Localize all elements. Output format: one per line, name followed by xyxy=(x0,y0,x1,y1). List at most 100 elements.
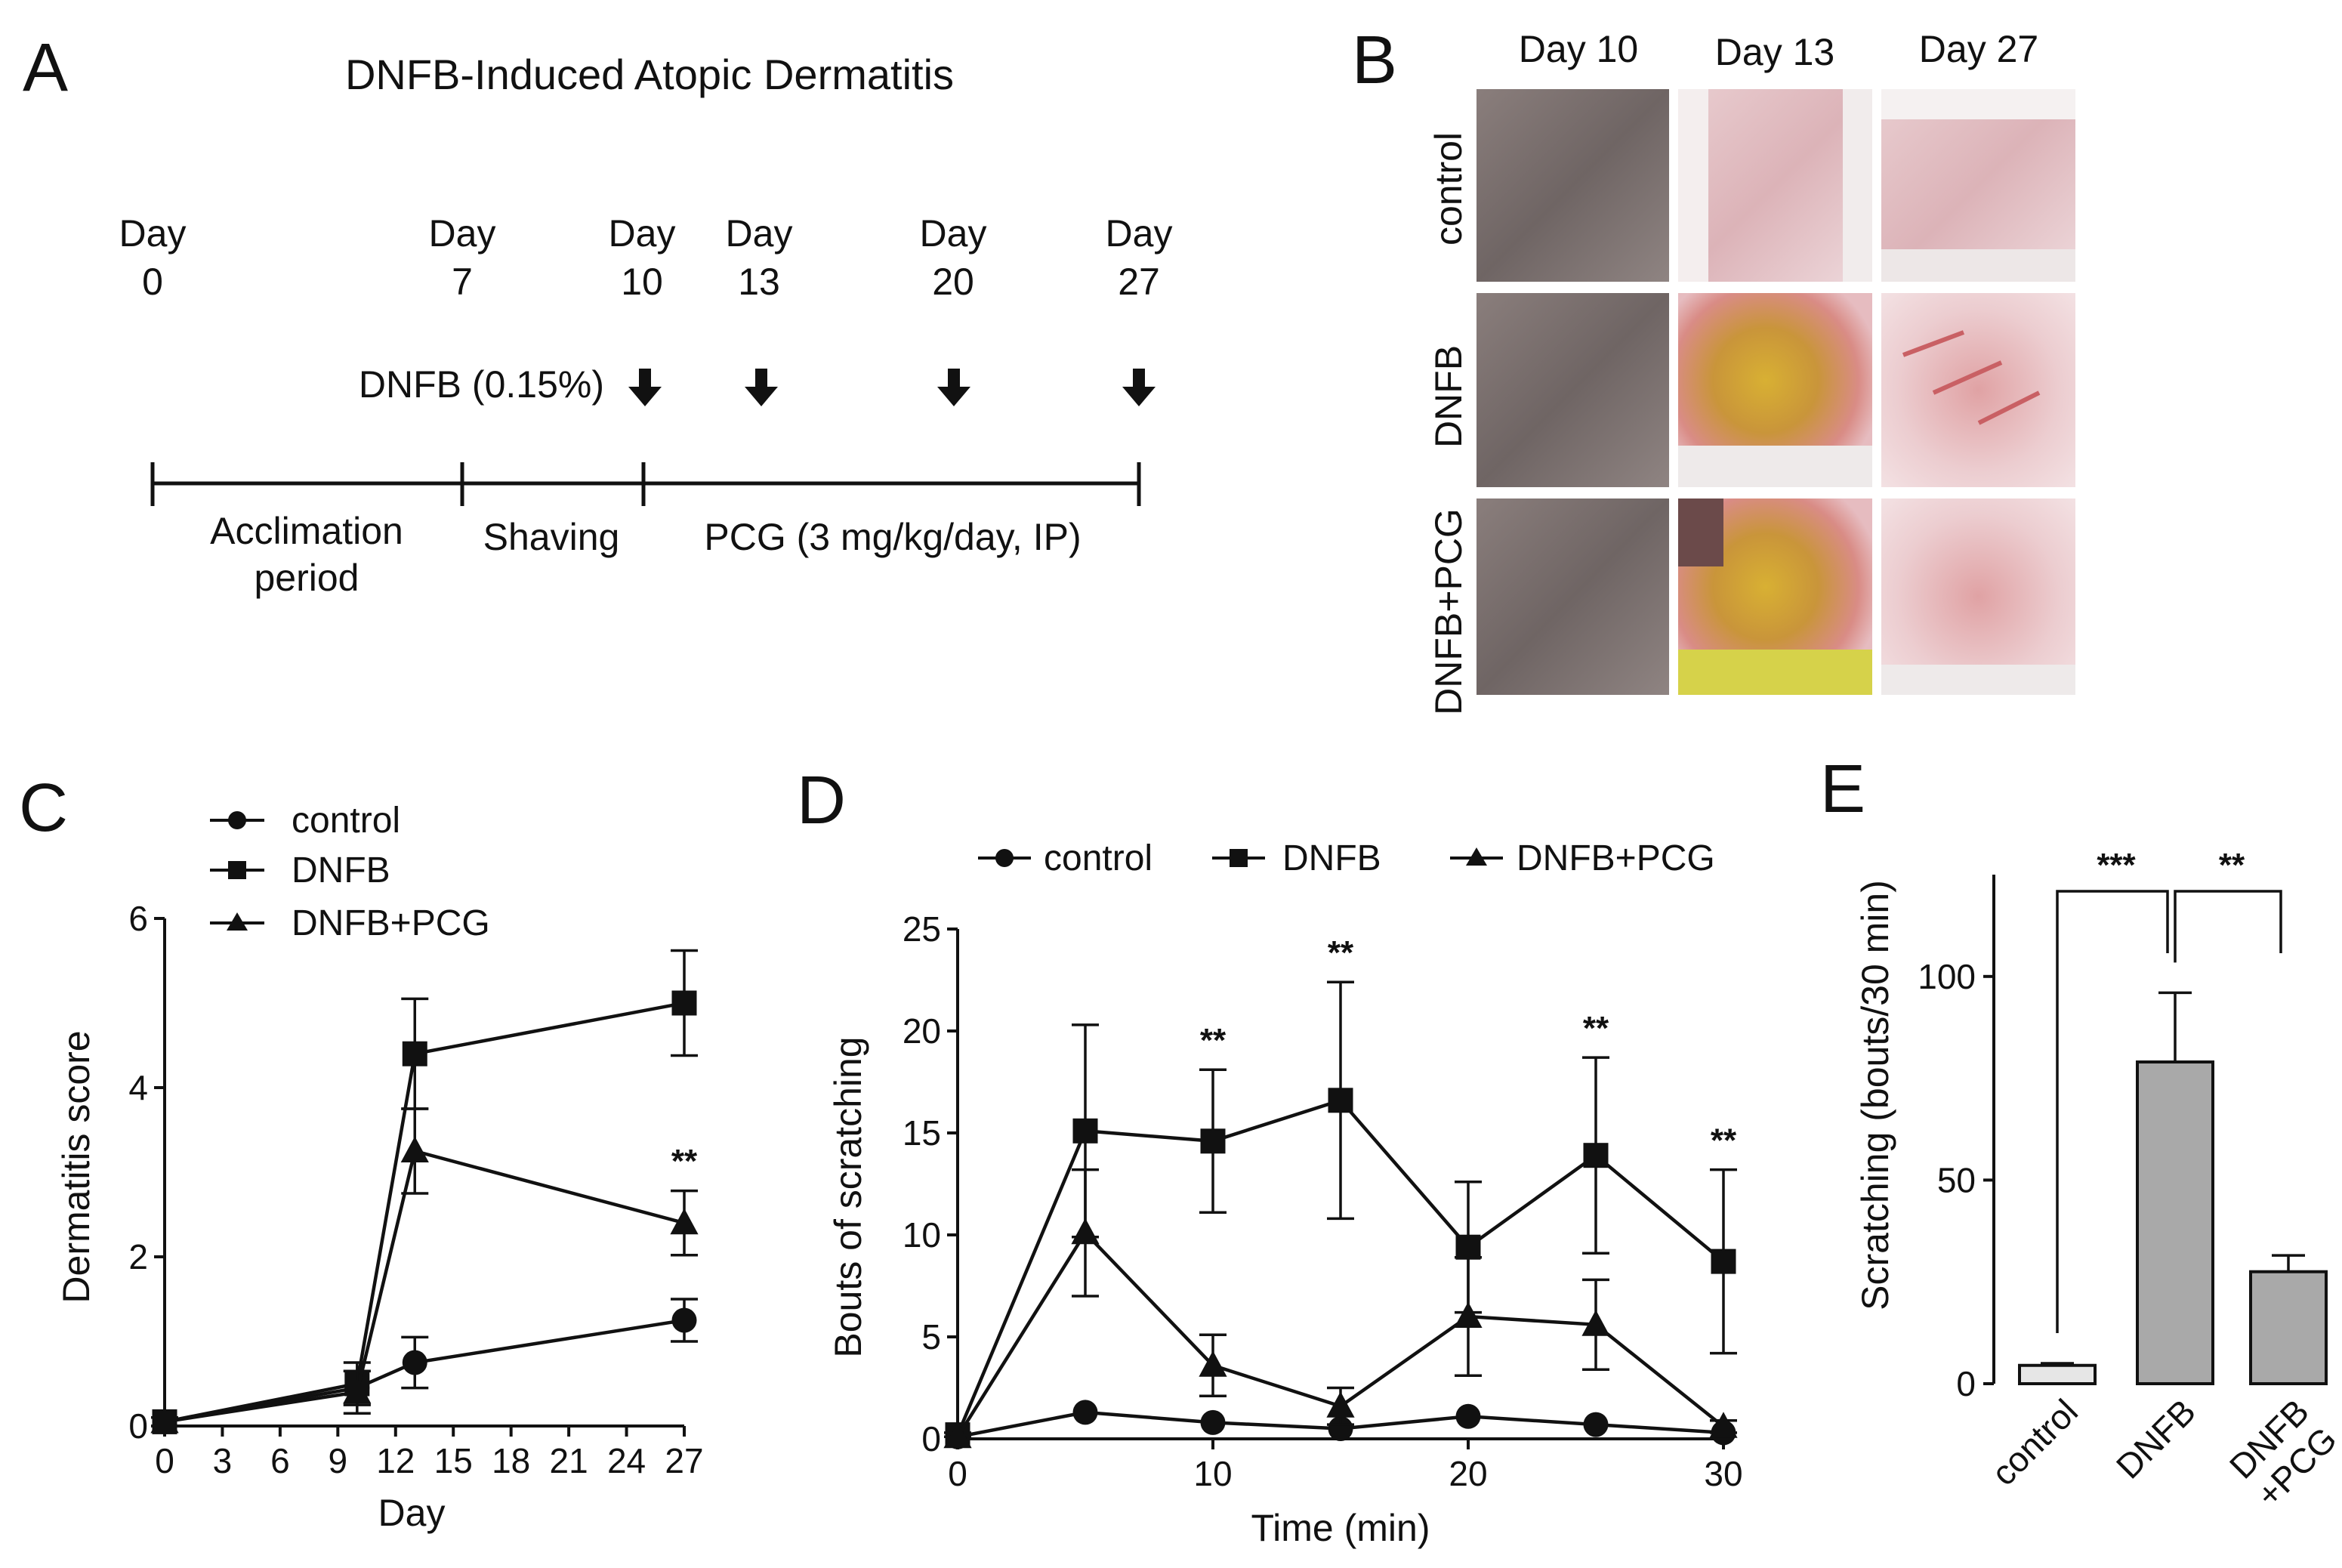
day-number: 10 xyxy=(621,261,663,303)
x-category-label: control xyxy=(1984,1391,2085,1492)
bar-control xyxy=(2018,1363,2097,1385)
panel-letter-c: C xyxy=(19,770,68,846)
data-point-DNFB+PCG xyxy=(1071,1218,1100,1245)
legend-item-control: control xyxy=(210,801,400,841)
photo-dnfb-day13 xyxy=(1678,293,1872,487)
data-point-DNFB xyxy=(1455,1234,1481,1260)
panel-letter-a: A xyxy=(23,30,68,106)
series-line-DNFB+PCG xyxy=(164,1149,685,1424)
photo-dnfb-day10 xyxy=(1476,293,1669,487)
x-tick-label: 30 xyxy=(1704,1454,1742,1493)
x-tick-label: 21 xyxy=(550,1441,588,1480)
data-point-DNFB xyxy=(1200,1128,1226,1154)
photo-col-header: Day 27 xyxy=(1919,28,2038,70)
dnfb-arrow-icon xyxy=(1122,369,1156,406)
bar-dnfb-+pcg xyxy=(2249,1270,2328,1385)
panel-letter-b: B xyxy=(1352,23,1397,98)
y-tick-label: 2 xyxy=(128,1237,148,1276)
timeline-axis xyxy=(150,462,1141,506)
x-tick-label: 24 xyxy=(607,1441,646,1480)
significance-label: ** xyxy=(1328,934,1354,971)
timeline-day-27: Day 27 xyxy=(1106,212,1173,303)
day-word: Day xyxy=(726,212,793,255)
legend-label: control xyxy=(1044,838,1152,878)
legend-label: DNFB xyxy=(1282,838,1381,878)
chart-d: 0 5 10 15 20 25 0 10 20 30 ** ** ** ** xyxy=(903,909,1743,1493)
significance-bracket xyxy=(2174,890,2282,963)
data-point-control xyxy=(1583,1412,1609,1437)
dnfb-arrow-icon xyxy=(628,369,662,406)
photo-row-label: DNFB+PCG xyxy=(1427,508,1470,715)
photo-dnfbpcg-day27 xyxy=(1881,498,2075,695)
y-tick-label: 15 xyxy=(903,1113,941,1153)
photo-dnfbpcg-day13 xyxy=(1678,498,1872,695)
data-point-DNFB xyxy=(671,990,697,1016)
bar-dnfb xyxy=(2136,1060,2214,1385)
significance-label: ** xyxy=(2219,847,2245,884)
data-point-DNFB+PCG xyxy=(943,1421,972,1449)
x-tick-label: 18 xyxy=(492,1441,530,1480)
legend-label: DNFB xyxy=(292,850,390,890)
y-tick-label: 0 xyxy=(921,1419,941,1458)
panel-letter-e: E xyxy=(1820,752,1865,827)
x-category-label: DNFB+PCG xyxy=(2221,1391,2342,1514)
day-word: Day xyxy=(429,212,496,255)
data-point-DNFB+PCG xyxy=(150,1406,179,1434)
y-tick-label: 25 xyxy=(903,909,941,949)
day-word: Day xyxy=(609,212,676,255)
x-tick-label: 20 xyxy=(1449,1454,1487,1493)
dnfb-dose-label: DNFB (0.15%) xyxy=(359,363,604,406)
timeline-day-0: Day 0 xyxy=(119,212,187,303)
data-point-DNFB+PCG xyxy=(1581,1310,1610,1336)
x-tick-label: 6 xyxy=(270,1441,290,1480)
legend-item-dnfb: DNFB xyxy=(210,850,390,890)
significance-label: ** xyxy=(1711,1122,1737,1159)
data-point-DNFB+PCG xyxy=(400,1136,429,1162)
legend-label: DNFB+PCG xyxy=(292,903,490,943)
significance-label: ** xyxy=(671,1143,698,1180)
y-tick-label: 0 xyxy=(1956,1364,1976,1403)
day-number: 0 xyxy=(142,261,163,303)
panel-letter-d: D xyxy=(797,763,846,838)
series-line-control xyxy=(164,1318,685,1424)
x-tick-label: 10 xyxy=(1193,1454,1232,1493)
y-tick-label: 50 xyxy=(1937,1160,1976,1199)
y-tick-label: 0 xyxy=(128,1406,148,1446)
x-tick-label: 15 xyxy=(434,1441,473,1480)
data-point-control xyxy=(671,1307,697,1333)
significance-bracket xyxy=(2056,890,2169,1334)
photo-control-day13 xyxy=(1678,89,1872,282)
data-point-DNFB+PCG xyxy=(1454,1301,1483,1328)
timeline-day-7: Day 7 xyxy=(429,212,496,303)
legend-item-dnfb: DNFB xyxy=(1212,838,1381,878)
legend-label: DNFB+PCG xyxy=(1517,838,1715,878)
significance-label: ** xyxy=(1200,1022,1227,1059)
day-number: 7 xyxy=(452,261,473,303)
y-tick-label: 10 xyxy=(903,1215,941,1255)
data-point-control xyxy=(1455,1403,1481,1429)
day-number: 13 xyxy=(738,261,780,303)
data-point-control xyxy=(402,1350,427,1375)
day-word: Day xyxy=(119,212,187,255)
panel-d: D control DNFB DNFB+PCG 0 5 10 15 20 25 0 10 20 3… xyxy=(797,763,1743,1549)
data-point-control xyxy=(1200,1409,1226,1435)
legend-item-control: control xyxy=(978,838,1152,878)
dnfb-arrow-icon xyxy=(745,369,778,406)
data-point-DNFB xyxy=(1711,1249,1736,1274)
d-ylabel: Bouts of scratching xyxy=(827,1036,869,1357)
photo-row-label: control xyxy=(1427,132,1470,245)
c-ylabel: Dermatitis score xyxy=(55,1030,97,1303)
day-number: 20 xyxy=(932,261,974,303)
y-tick-label: 4 xyxy=(128,1068,148,1107)
legend-c: control DNFB DNFB+PCG xyxy=(210,801,490,943)
panel-a: A DNFB-Induced Atopic Dermatitis Day 0 D… xyxy=(23,30,1172,599)
data-point-DNFB xyxy=(1328,1088,1353,1113)
data-point-DNFB xyxy=(402,1041,427,1066)
data-point-control xyxy=(1328,1416,1353,1441)
day-word: Day xyxy=(1106,212,1173,255)
x-tick-label: 9 xyxy=(329,1441,348,1480)
dnfb-arrow-icon xyxy=(937,369,970,406)
